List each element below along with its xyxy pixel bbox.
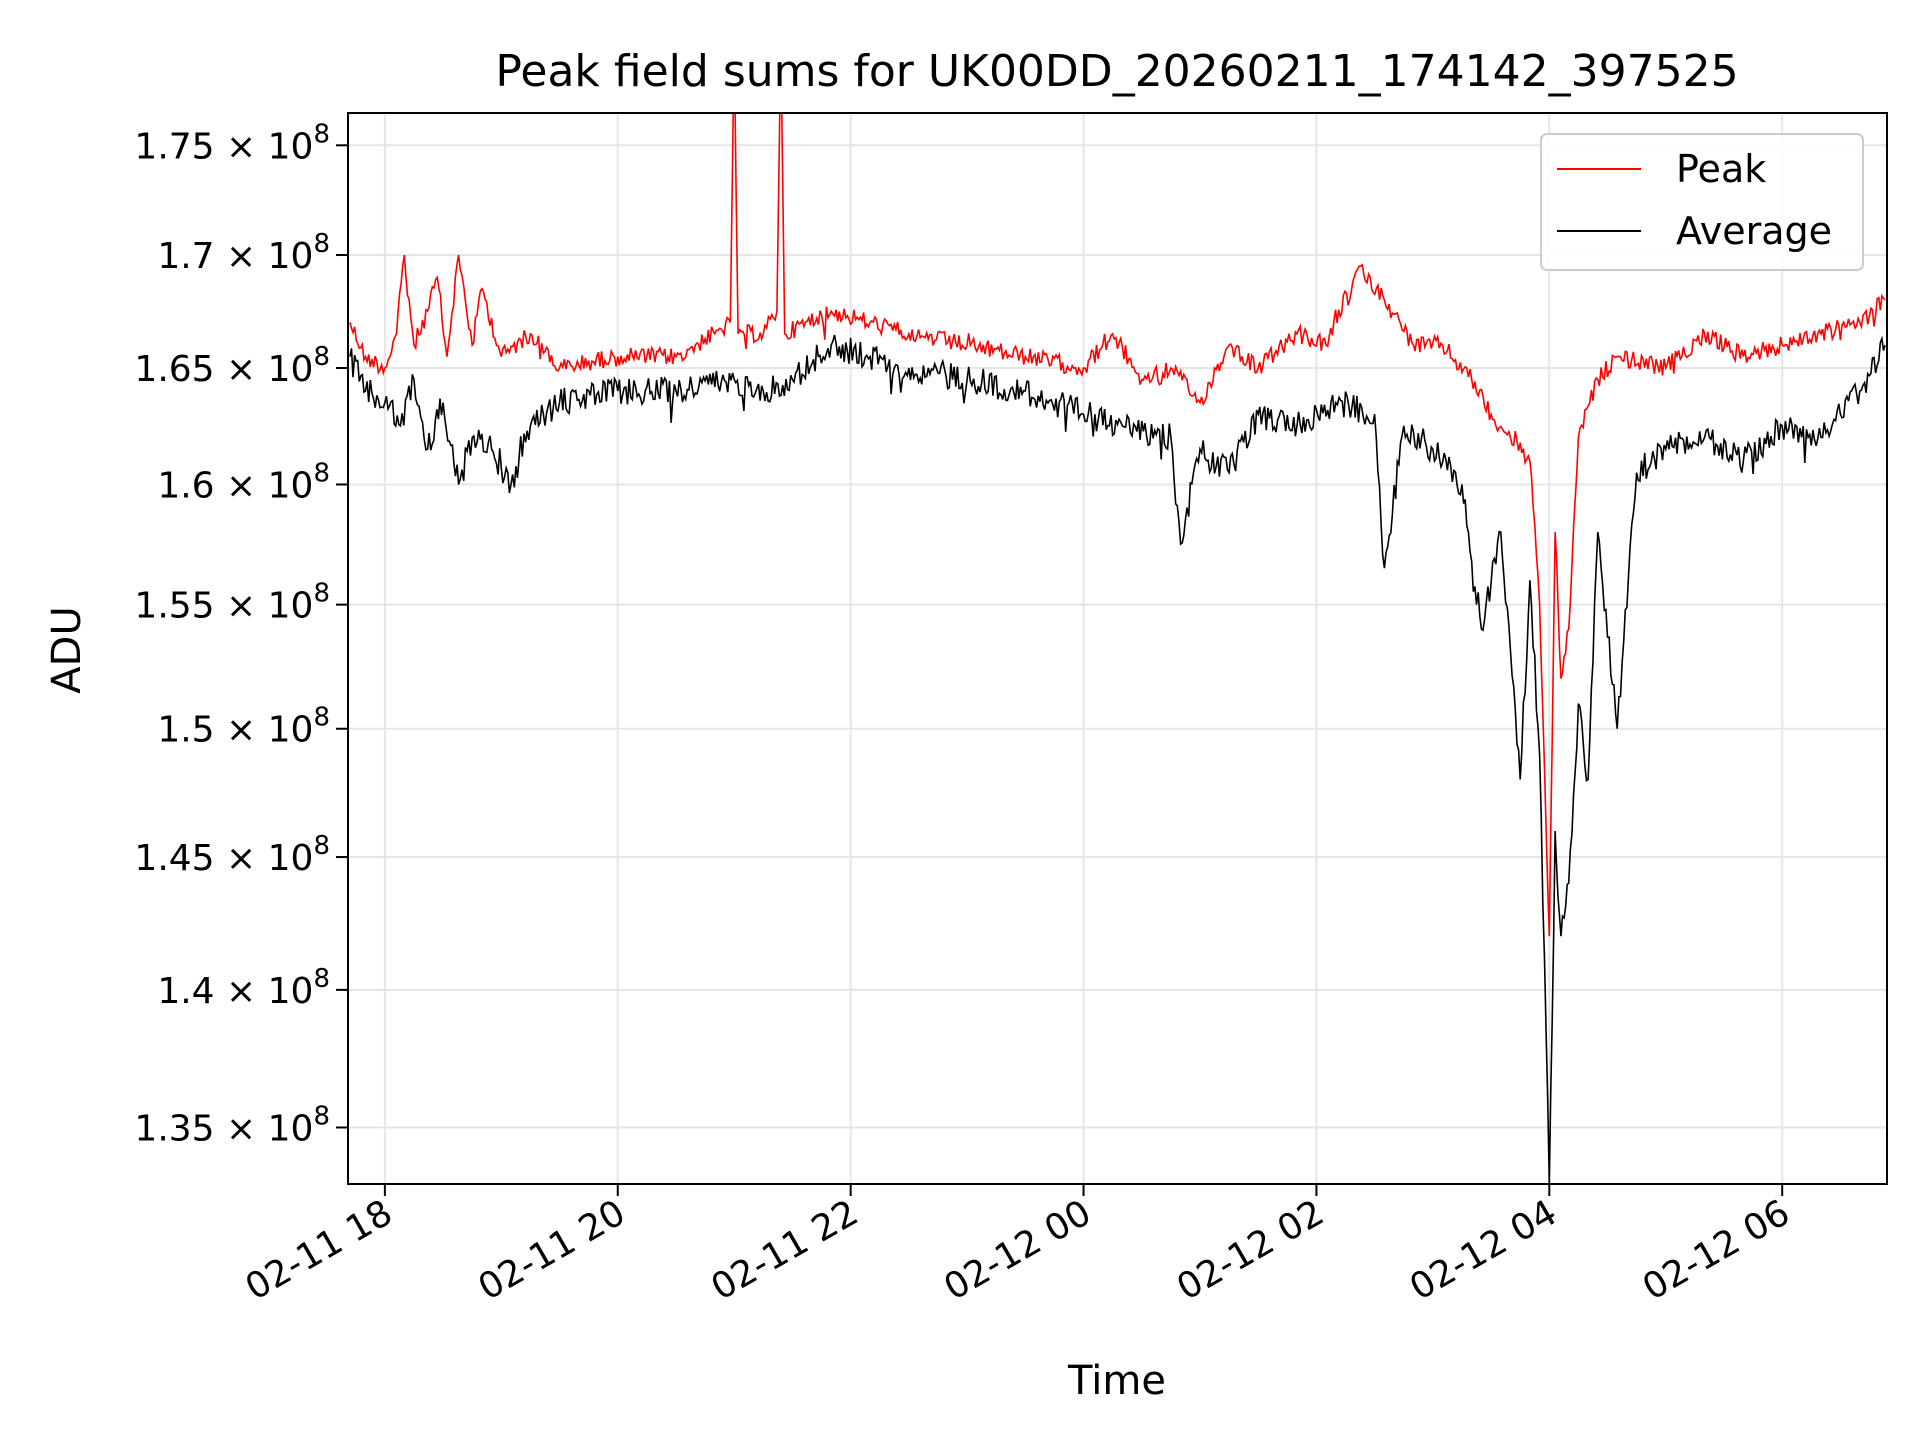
y-tick-mantissa: 1.6 [157, 465, 214, 506]
y-tick-exponent: 8 [313, 964, 330, 994]
chart-title: Peak field sums for UK00DD_20260211_1741… [495, 46, 1738, 97]
y-tick-base: 10 [268, 465, 314, 506]
y-tick-base: 10 [268, 126, 314, 167]
y-axis-label: ADU [44, 606, 90, 693]
y-tick-mantissa: 1.75 [134, 126, 214, 167]
y-tick-label: 1.55 × 108 [134, 579, 330, 627]
y-tick-mantissa: 1.45 [134, 838, 214, 879]
y-tick-mantissa: 1.5 [157, 710, 214, 751]
legend-label: Peak [1676, 147, 1766, 191]
legend: Peak Average [1540, 133, 1864, 271]
y-tick-label: 1.7 × 108 [157, 229, 330, 277]
legend-label: Average [1676, 209, 1832, 253]
y-tick-mantissa: 1.55 [134, 586, 214, 627]
series-line-peak [349, 113, 1886, 937]
y-tick-label: 1.65 × 108 [134, 342, 330, 390]
y-tick-exponent: 8 [313, 579, 330, 609]
y-tick-times: × [215, 349, 268, 390]
grid [348, 113, 1887, 1184]
y-tick-times: × [215, 838, 268, 879]
y-tick-exponent: 8 [313, 1102, 330, 1132]
y-tick-base: 10 [268, 236, 314, 277]
y-tick-exponent: 8 [313, 342, 330, 372]
y-tick-exponent: 8 [313, 229, 330, 259]
y-tick-label: 1.35 × 108 [134, 1102, 330, 1150]
y-tick-mantissa: 1.35 [134, 1109, 214, 1150]
y-tick-base: 10 [268, 1109, 314, 1150]
y-tick-base: 10 [268, 838, 314, 879]
y-tick-label: 1.75 × 108 [134, 119, 330, 167]
plot-series [349, 113, 1886, 1184]
y-tick-label: 1.5 × 108 [157, 703, 330, 751]
y-tick-times: × [215, 971, 268, 1012]
y-tick-times: × [215, 586, 268, 627]
y-tick-mantissa: 1.7 [157, 236, 214, 277]
x-axis-label: Time [1067, 1358, 1166, 1404]
y-tick-label: 1.4 × 108 [157, 964, 330, 1012]
plot-frame [347, 112, 1888, 1185]
y-tick-times: × [215, 236, 268, 277]
y-tick-base: 10 [268, 710, 314, 751]
y-tick-base: 10 [268, 586, 314, 627]
y-tick-label: 1.6 × 108 [157, 458, 330, 506]
y-tick-base: 10 [268, 971, 314, 1012]
y-tick-base: 10 [268, 349, 314, 390]
y-tick-mantissa: 1.65 [134, 349, 214, 390]
y-tick-mantissa: 1.4 [157, 971, 214, 1012]
y-tick-exponent: 8 [313, 831, 330, 861]
y-tick-exponent: 8 [313, 703, 330, 733]
y-tick-exponent: 8 [313, 458, 330, 488]
y-tick-exponent: 8 [313, 119, 330, 149]
y-tick-times: × [215, 710, 268, 751]
y-tick-times: × [215, 465, 268, 506]
y-tick-times: × [215, 1109, 268, 1150]
series-line-average [349, 334, 1886, 1184]
y-tick-label: 1.45 × 108 [134, 831, 330, 879]
y-tick-times: × [215, 126, 268, 167]
